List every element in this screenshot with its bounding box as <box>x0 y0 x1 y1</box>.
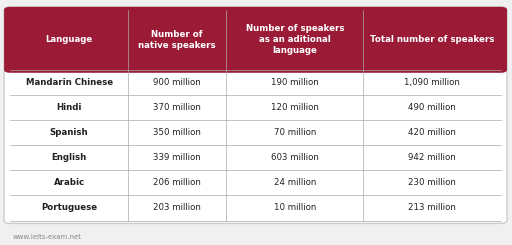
Text: Spanish: Spanish <box>50 128 89 137</box>
Text: 1,090 million: 1,090 million <box>404 78 460 87</box>
Text: Number of
native speakers: Number of native speakers <box>138 30 216 50</box>
Polygon shape <box>10 60 501 70</box>
Text: 942 million: 942 million <box>408 153 456 162</box>
Text: 203 million: 203 million <box>153 203 201 212</box>
Text: 900 million: 900 million <box>153 78 201 87</box>
Text: Arabic: Arabic <box>54 178 84 187</box>
Text: Number of speakers
as an aditional
language: Number of speakers as an aditional langu… <box>246 24 344 55</box>
FancyBboxPatch shape <box>4 7 507 73</box>
FancyBboxPatch shape <box>4 7 507 223</box>
Text: Total number of speakers: Total number of speakers <box>370 35 495 44</box>
Text: 370 million: 370 million <box>153 103 201 112</box>
Text: Mandarin Chinese: Mandarin Chinese <box>26 78 113 87</box>
Text: Portuguese: Portuguese <box>41 203 97 212</box>
Text: 603 million: 603 million <box>271 153 319 162</box>
Text: 24 million: 24 million <box>273 178 316 187</box>
Text: Hindi: Hindi <box>56 103 82 112</box>
Text: 206 million: 206 million <box>153 178 201 187</box>
Text: 420 million: 420 million <box>408 128 456 137</box>
Text: 230 million: 230 million <box>408 178 456 187</box>
Text: 10 million: 10 million <box>273 203 316 212</box>
Text: 339 million: 339 million <box>153 153 201 162</box>
Text: 350 million: 350 million <box>153 128 201 137</box>
Text: 70 million: 70 million <box>273 128 316 137</box>
Text: 190 million: 190 million <box>271 78 318 87</box>
Text: 490 million: 490 million <box>408 103 456 112</box>
Text: www.ielts-exam.net: www.ielts-exam.net <box>13 234 82 240</box>
Text: English: English <box>52 153 87 162</box>
Text: 213 million: 213 million <box>408 203 456 212</box>
Text: Language: Language <box>46 35 93 44</box>
Text: 120 million: 120 million <box>271 103 319 112</box>
